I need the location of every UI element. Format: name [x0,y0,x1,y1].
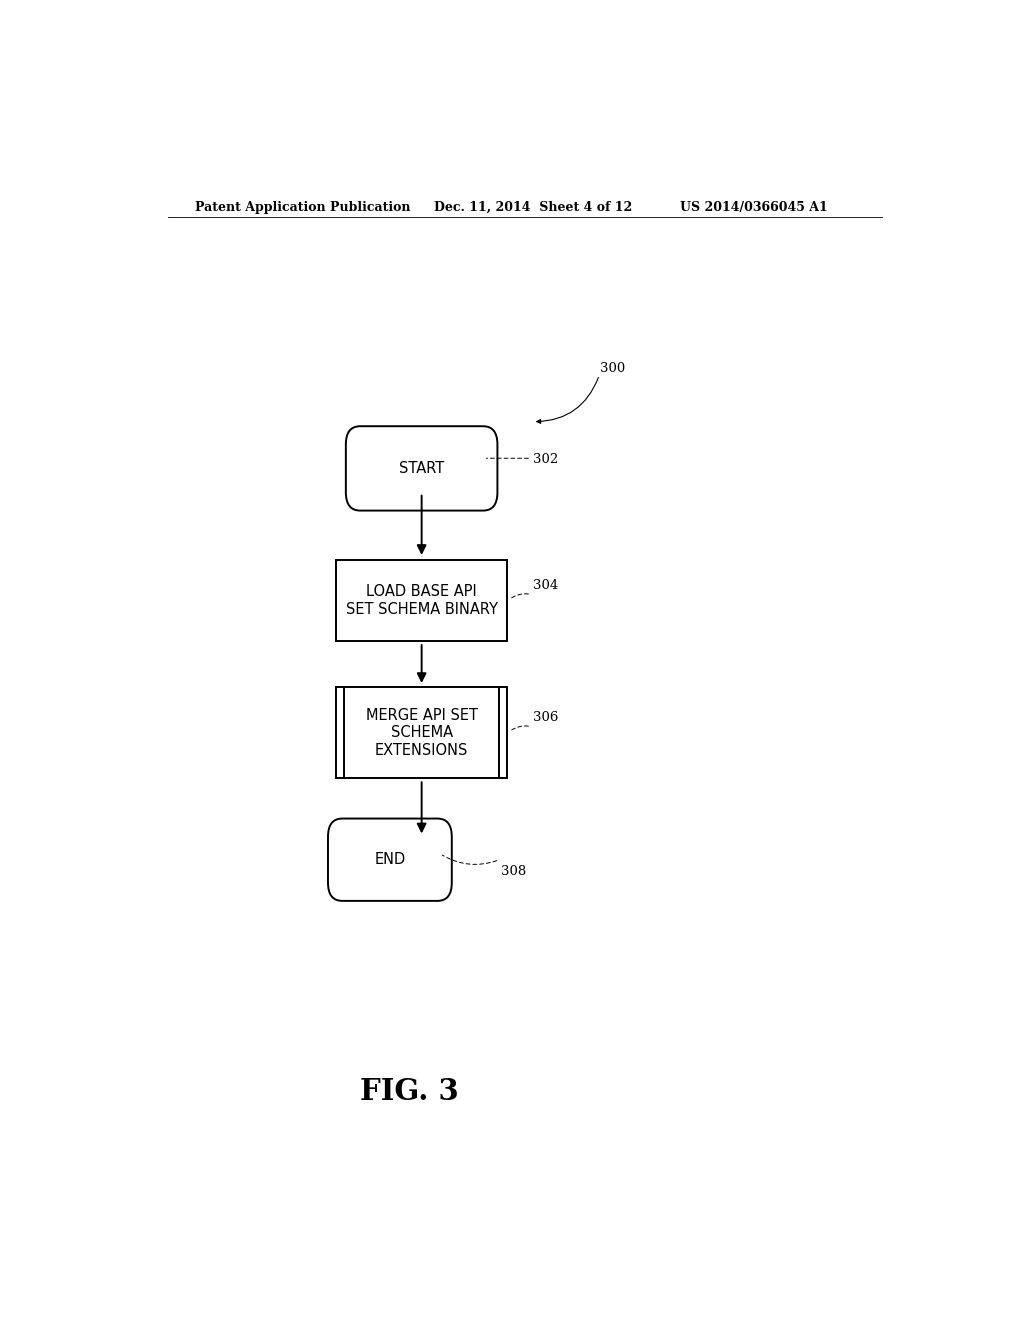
FancyBboxPatch shape [328,818,452,900]
Text: START: START [399,461,444,477]
Text: 302: 302 [532,453,558,466]
Text: 308: 308 [501,865,526,878]
FancyBboxPatch shape [336,560,507,642]
Text: 300: 300 [600,362,626,375]
FancyBboxPatch shape [336,686,507,779]
Text: 304: 304 [532,579,558,593]
Text: 306: 306 [532,711,558,725]
Text: Dec. 11, 2014  Sheet 4 of 12: Dec. 11, 2014 Sheet 4 of 12 [433,201,632,214]
Text: END: END [374,853,406,867]
Text: FIG. 3: FIG. 3 [360,1077,459,1106]
Text: LOAD BASE API
SET SCHEMA BINARY: LOAD BASE API SET SCHEMA BINARY [346,585,498,616]
FancyBboxPatch shape [346,426,498,511]
Text: Patent Application Publication: Patent Application Publication [196,201,411,214]
Text: US 2014/0366045 A1: US 2014/0366045 A1 [680,201,827,214]
Text: MERGE API SET
SCHEMA
EXTENSIONS: MERGE API SET SCHEMA EXTENSIONS [366,708,477,758]
